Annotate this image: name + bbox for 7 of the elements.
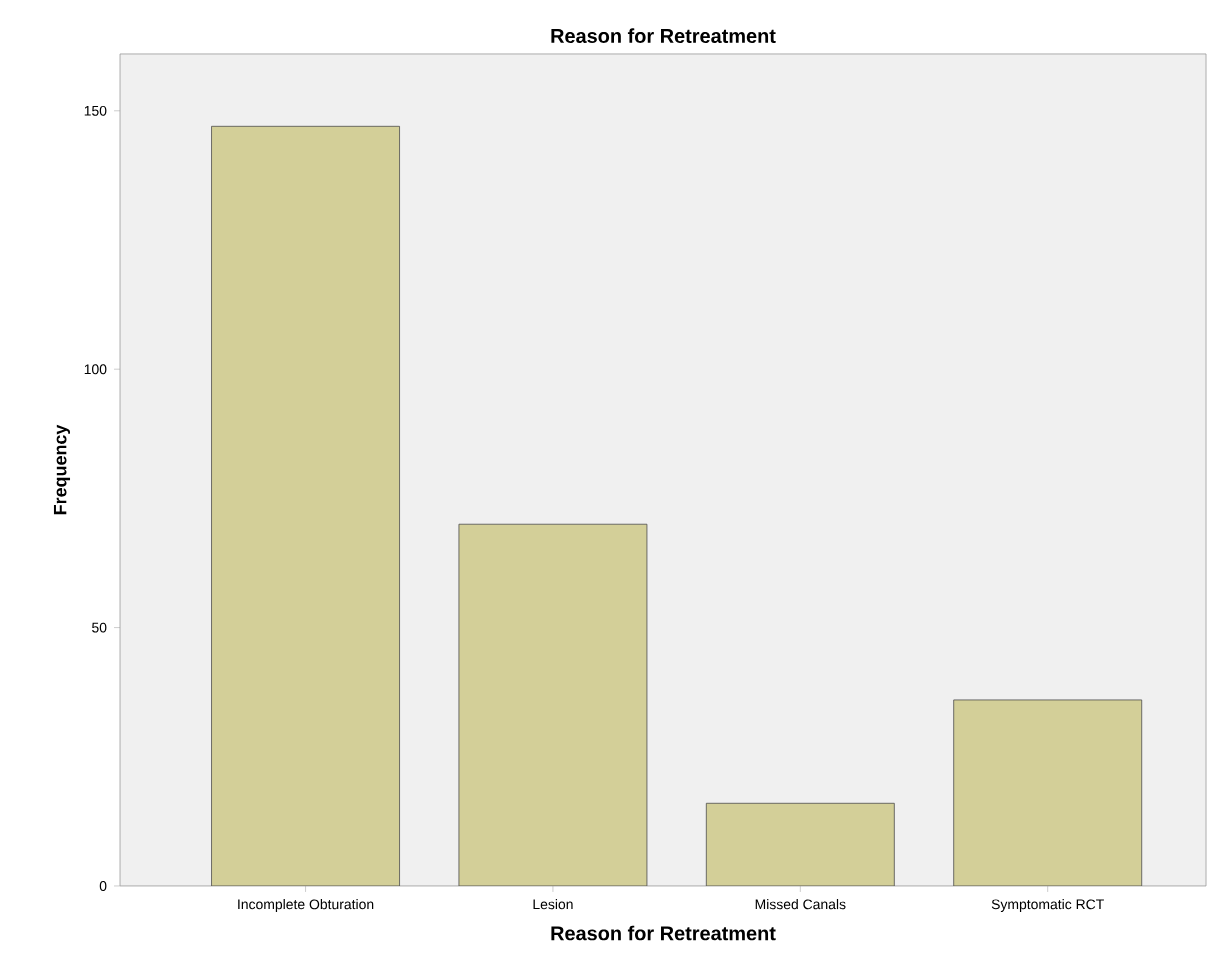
- y-axis-title: Frequency: [53, 424, 71, 515]
- bar: [953, 699, 1143, 886]
- bar: [211, 125, 400, 886]
- x-axis-title: Reason for Retreatment: [551, 925, 776, 941]
- bar: [706, 803, 895, 886]
- chart-title: Reason for Retreatment: [551, 28, 776, 43]
- bar: [458, 523, 648, 886]
